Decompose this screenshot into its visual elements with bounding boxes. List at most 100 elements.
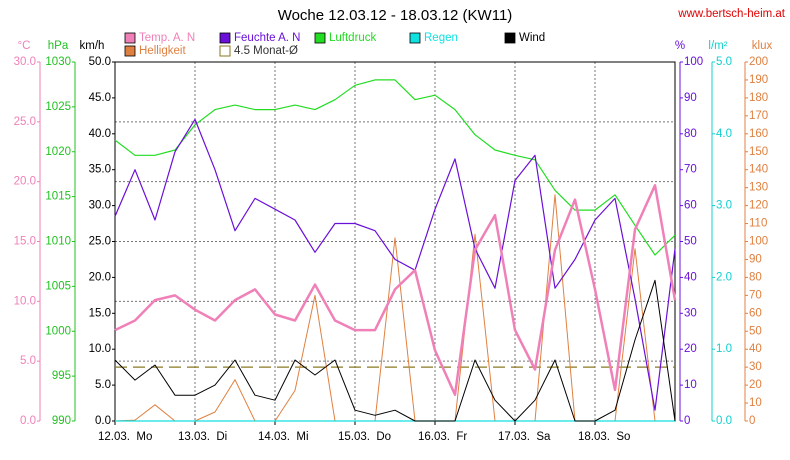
x-tick-label: 14.03. Mi bbox=[258, 431, 309, 443]
legend-label: Regen bbox=[424, 32, 458, 44]
legend-swatch bbox=[124, 45, 136, 57]
y-tick-label: 30.0 bbox=[89, 200, 111, 212]
y-tick-label: 100 bbox=[684, 56, 703, 68]
axis-unit: km/h bbox=[80, 40, 105, 52]
y-tick-label: 20 bbox=[684, 343, 697, 355]
legend-label: Luftdruck bbox=[329, 32, 377, 44]
y-tick-label: 10 bbox=[749, 397, 762, 409]
legend-label: Temp. A. N bbox=[139, 32, 195, 44]
x-tick-label: 16.03. Fr bbox=[418, 431, 467, 443]
y-tick-label: 70 bbox=[749, 289, 762, 301]
y-tick-label: 70 bbox=[684, 164, 697, 176]
y-tick-label: 20 bbox=[749, 379, 762, 391]
y-tick-label: 25.0 bbox=[14, 116, 36, 128]
y-tick-label: 90 bbox=[684, 92, 697, 104]
y-tick-label: 160 bbox=[749, 128, 768, 140]
x-tick-label: 15.03. Do bbox=[338, 431, 391, 443]
y-tick-label: 1015 bbox=[45, 191, 71, 203]
y-tick-label: 50.0 bbox=[89, 56, 111, 68]
legend-swatch bbox=[124, 32, 136, 44]
y-tick-label: 45.0 bbox=[89, 92, 111, 104]
y-tick-label: 0.0 bbox=[20, 415, 36, 427]
legend-swatch bbox=[409, 32, 421, 44]
y-tick-label: 15.0 bbox=[14, 236, 36, 248]
legend-label: 4.5 Monat-Ø bbox=[234, 45, 298, 57]
y-tick-label: 80 bbox=[749, 271, 762, 283]
legend-swatch bbox=[219, 32, 231, 44]
y-tick-label: 140 bbox=[749, 164, 768, 176]
y-tick-label: 200 bbox=[749, 56, 768, 68]
y-tick-label: 995 bbox=[52, 370, 71, 382]
y-tick-label: 60 bbox=[684, 200, 697, 212]
y-tick-label: 1025 bbox=[45, 101, 71, 113]
x-tick-label: 18.03. So bbox=[578, 431, 630, 443]
y-tick-label: 150 bbox=[749, 146, 768, 158]
y-tick-label: 120 bbox=[749, 200, 768, 212]
y-tick-label: 15.0 bbox=[89, 307, 111, 319]
y-tick-label: 180 bbox=[749, 92, 768, 104]
y-tick-label: 1020 bbox=[45, 146, 71, 158]
y-tick-label: 0.0 bbox=[95, 415, 111, 427]
x-tick-label: 13.03. Di bbox=[178, 431, 227, 443]
chart-title: Woche 12.03.12 - 18.03.12 (KW11) bbox=[278, 7, 513, 24]
y-tick-label: 60 bbox=[749, 307, 762, 319]
y-tick-label: 40.0 bbox=[89, 128, 111, 140]
y-tick-label: 2.0 bbox=[716, 271, 732, 283]
y-tick-label: 30.0 bbox=[14, 56, 36, 68]
y-tick-label: 50 bbox=[749, 325, 762, 337]
series-line bbox=[114, 79, 676, 256]
y-tick-label: 4.0 bbox=[716, 128, 732, 140]
y-tick-label: 100 bbox=[749, 236, 768, 248]
y-tick-label: 90 bbox=[749, 253, 762, 265]
axis-unit: l/m² bbox=[708, 40, 727, 52]
y-tick-label: 1000 bbox=[45, 325, 71, 337]
y-tick-label: 50 bbox=[684, 236, 697, 248]
y-tick-label: 1010 bbox=[45, 236, 71, 248]
y-tick-label: 20.0 bbox=[14, 176, 36, 188]
legend-swatch bbox=[504, 32, 516, 44]
y-tick-label: 0 bbox=[684, 415, 690, 427]
legend-label: Feuchte A. N bbox=[234, 32, 300, 44]
y-tick-label: 10.0 bbox=[89, 343, 111, 355]
series-line bbox=[114, 118, 676, 411]
y-tick-label: 30 bbox=[684, 307, 697, 319]
y-tick-label: 110 bbox=[749, 218, 767, 230]
series-line bbox=[114, 184, 677, 396]
axis-unit: % bbox=[675, 40, 685, 52]
x-tick-label: 17.03. Sa bbox=[498, 431, 551, 443]
source: www.bertsch-heim.at bbox=[677, 8, 786, 20]
y-tick-label: 3.0 bbox=[716, 200, 732, 212]
y-tick-label: 20.0 bbox=[89, 271, 111, 283]
y-tick-label: 1.0 bbox=[716, 343, 732, 355]
y-tick-label: 10.0 bbox=[14, 295, 36, 307]
y-tick-label: 40 bbox=[684, 271, 697, 283]
y-tick-label: 170 bbox=[749, 110, 768, 122]
y-tick-label: 1005 bbox=[45, 280, 71, 292]
x-tick-label: 12.03. Mo bbox=[98, 431, 152, 443]
legend-label: Helligkeit bbox=[139, 45, 186, 57]
y-tick-label: 30 bbox=[749, 361, 762, 373]
y-tick-label: 1030 bbox=[45, 56, 71, 68]
axis-unit: °C bbox=[18, 40, 31, 52]
y-tick-label: 80 bbox=[684, 128, 697, 140]
y-tick-label: 5.0 bbox=[95, 379, 111, 391]
axis-unit: klux bbox=[752, 40, 773, 52]
series-line bbox=[114, 279, 676, 422]
y-tick-label: 25.0 bbox=[89, 236, 111, 248]
y-tick-label: 0 bbox=[749, 415, 755, 427]
y-tick-label: 0.0 bbox=[716, 415, 732, 427]
y-tick-label: 190 bbox=[749, 74, 768, 86]
y-tick-label: 990 bbox=[52, 415, 71, 427]
y-tick-label: 5.0 bbox=[716, 56, 732, 68]
y-tick-label: 5.0 bbox=[20, 355, 36, 367]
legend-swatch bbox=[314, 32, 326, 44]
y-tick-label: 10 bbox=[684, 379, 697, 391]
legend-label: Wind bbox=[519, 32, 545, 44]
y-tick-label: 40 bbox=[749, 343, 762, 355]
legend-swatch bbox=[219, 45, 231, 57]
y-tick-label: 130 bbox=[749, 182, 768, 194]
axis-unit: hPa bbox=[48, 40, 69, 52]
y-tick-label: 35.0 bbox=[89, 164, 111, 176]
